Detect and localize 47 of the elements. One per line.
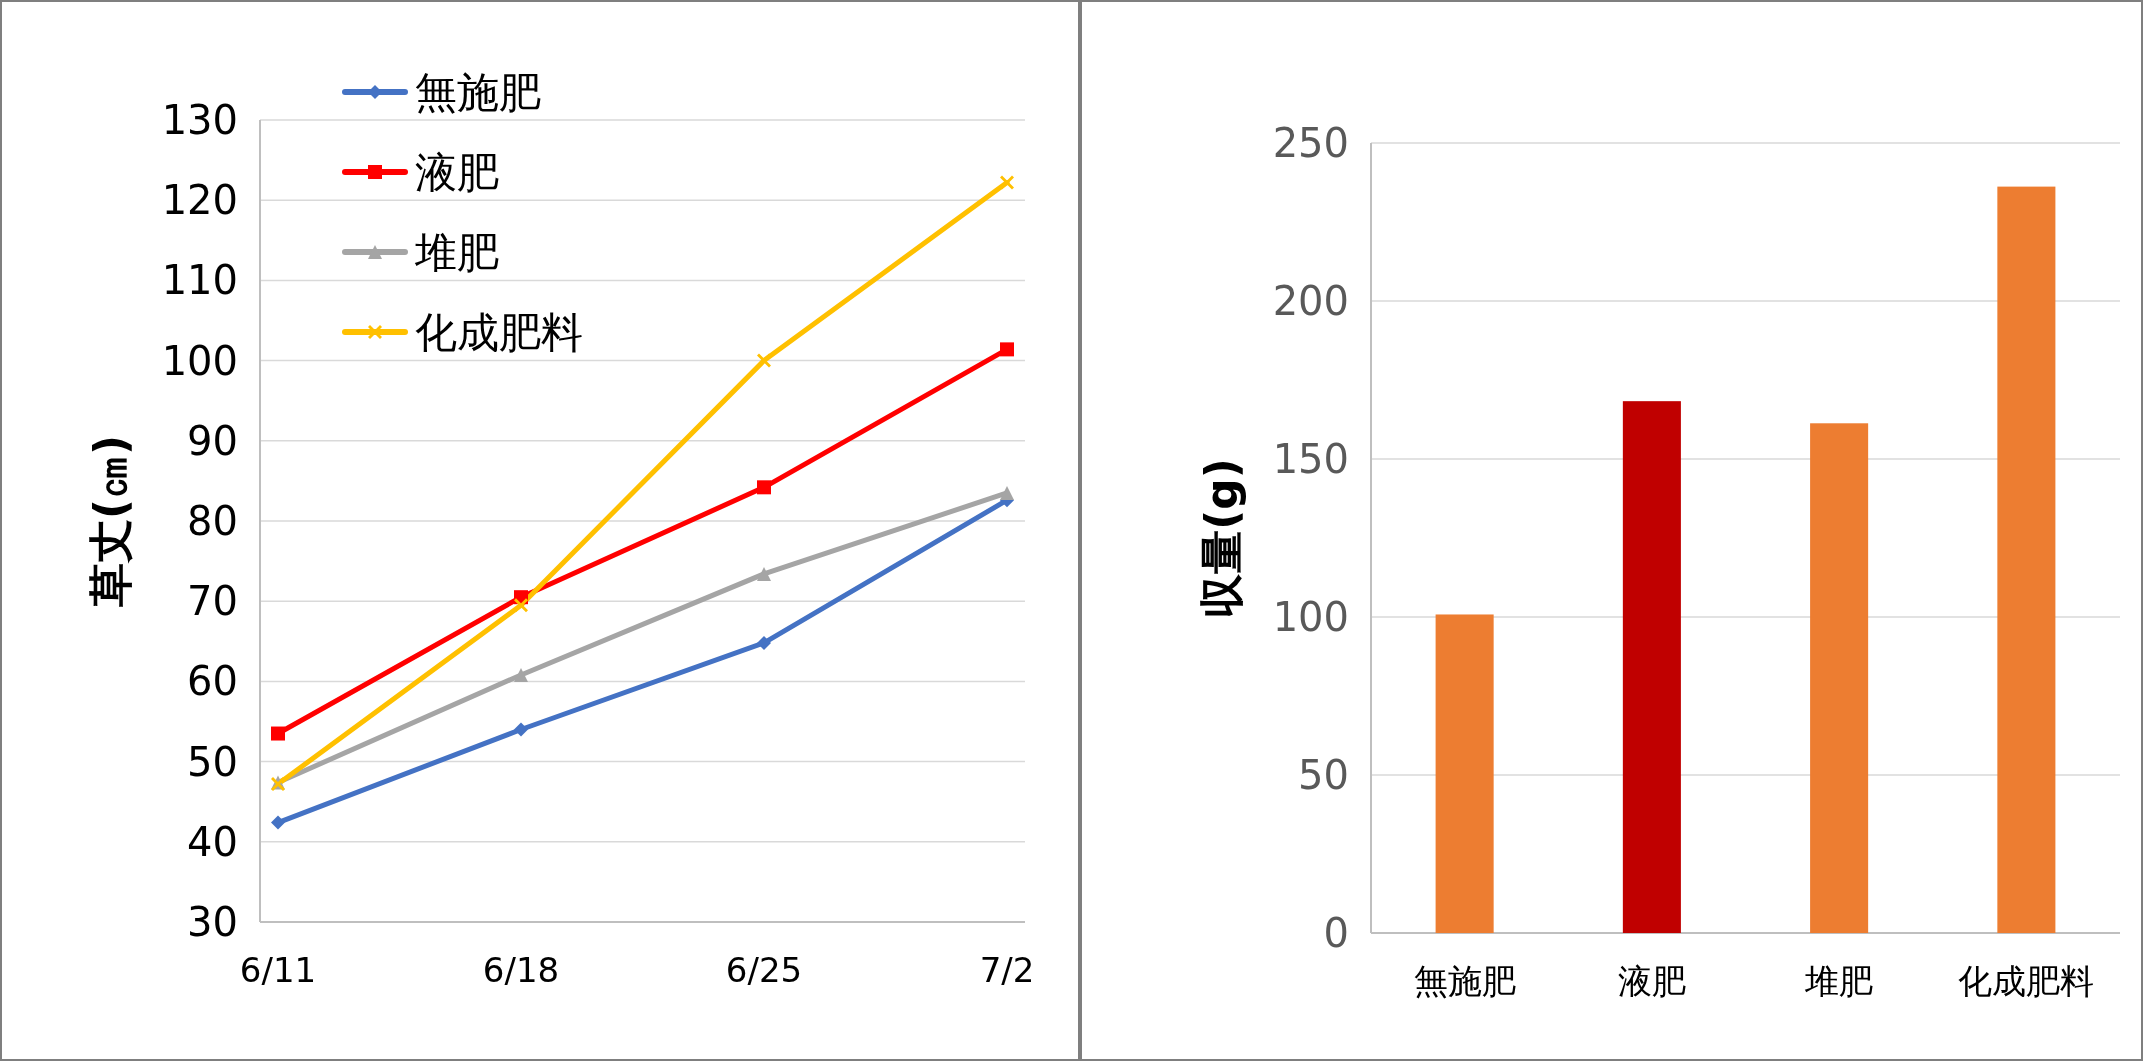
y-axis-title: 収量(g) xyxy=(1195,458,1247,618)
x-tick-label: 6/25 xyxy=(725,950,803,990)
point xyxy=(757,353,771,368)
point xyxy=(1000,485,1014,500)
legend-label: 堆肥 xyxy=(414,227,499,277)
y-tick-label: 130 xyxy=(161,97,238,143)
y-tick-label: 100 xyxy=(1272,594,1349,640)
y-tick-label: 100 xyxy=(161,337,238,384)
bar xyxy=(1435,614,1494,933)
point xyxy=(1000,342,1014,357)
point xyxy=(271,815,285,830)
y-axis-title: 草丈(㎝) xyxy=(84,434,136,608)
y-tick-label: 0 xyxy=(1323,910,1349,956)
x-tick-label: 液肥 xyxy=(1617,961,1686,1001)
y-tick-label: 70 xyxy=(187,578,238,625)
bar xyxy=(1997,186,2056,933)
bar xyxy=(1622,401,1681,933)
y-tick-label: 200 xyxy=(1272,278,1349,324)
x-tick-label: 堆肥 xyxy=(1804,961,1874,1001)
y-tick-label: 50 xyxy=(1298,752,1349,798)
x-tick-label: 6/11 xyxy=(239,950,317,990)
legend-label: 化成肥料 xyxy=(415,307,583,357)
y-tick-label: 50 xyxy=(187,738,238,785)
x-tick-label: 7/2 xyxy=(979,950,1035,990)
point xyxy=(1000,175,1014,190)
point xyxy=(757,480,771,495)
point xyxy=(514,598,528,613)
y-tick-label: 250 xyxy=(1272,120,1349,166)
y-tick-label: 150 xyxy=(1272,436,1349,482)
y-tick-label: 30 xyxy=(187,899,238,945)
y-tick-label: 110 xyxy=(161,257,238,304)
point xyxy=(514,722,528,737)
point xyxy=(757,635,771,650)
point xyxy=(514,667,528,682)
legend-label: 無施肥 xyxy=(415,67,541,117)
y-tick-label: 90 xyxy=(187,417,238,464)
x-tick-label: 無施肥 xyxy=(1413,961,1516,1001)
legend-label: 液肥 xyxy=(415,147,499,197)
x-tick-label: 6/18 xyxy=(482,950,560,990)
y-tick-label: 60 xyxy=(187,658,238,705)
x-tick-label: 化成肥料 xyxy=(1958,961,2095,1001)
bar xyxy=(1810,423,1869,933)
y-tick-label: 120 xyxy=(161,177,238,224)
point xyxy=(271,726,285,741)
y-tick-label: 40 xyxy=(187,818,238,865)
point xyxy=(757,566,771,581)
y-tick-label: 80 xyxy=(187,498,238,544)
